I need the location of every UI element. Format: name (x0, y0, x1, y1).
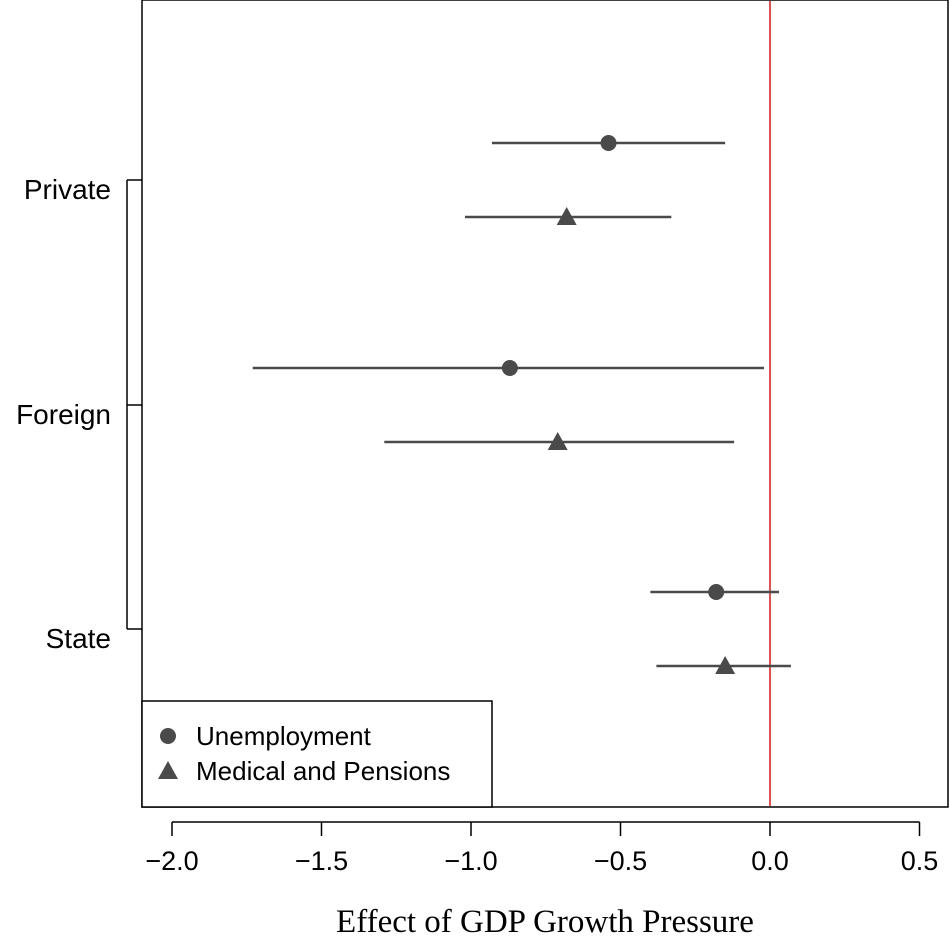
point-estimate-circle (600, 135, 617, 151)
x-axis-title: Effect of GDP Growth Pressure (336, 904, 754, 939)
legend-triangle-icon (158, 761, 178, 779)
y-axis: Private Foreign State (16, 174, 142, 654)
series-unemployment (252, 135, 779, 600)
point-estimate-circle (708, 584, 725, 600)
y-category-label: Foreign (16, 399, 111, 430)
x-tick-label: −2.0 (145, 846, 198, 876)
y-category-label: State (46, 623, 111, 654)
plot-frame (141, 0, 949, 808)
legend: Unemployment Medical and Pensions (141, 700, 493, 808)
point-estimate-triangle (715, 656, 736, 674)
legend-label: Medical and Pensions (196, 756, 450, 786)
point-estimate-triangle (556, 207, 577, 225)
x-tick-label: 0.0 (751, 846, 789, 876)
legend-label: Unemployment (196, 721, 372, 751)
legend-circle-icon (160, 728, 176, 744)
legend-box (141, 700, 493, 808)
point-estimate-triangle (547, 432, 568, 450)
y-category-label: Private (24, 174, 111, 205)
x-tick-label: −1.0 (444, 846, 497, 876)
x-axis: −2.0 −1.5 −1.0 −0.5 0.0 0.5 (145, 821, 939, 876)
x-tick-label: 0.5 (901, 846, 939, 876)
series-medical-and-pensions (384, 207, 791, 674)
x-tick-label: −1.5 (295, 846, 348, 876)
x-tick-label: −0.5 (594, 846, 647, 876)
point-estimate-circle (501, 360, 518, 376)
series-layer (252, 135, 791, 674)
